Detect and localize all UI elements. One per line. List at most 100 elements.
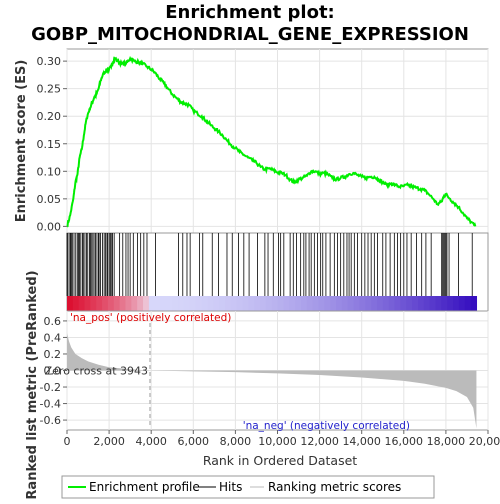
heat-strip-segment (265, 296, 273, 311)
negative-correlation-label: 'na_neg' (negatively correlated) (243, 420, 410, 432)
heat-strip-segment (143, 296, 150, 311)
heat-strip-segment (154, 296, 162, 311)
heat-strip-segment (435, 296, 442, 311)
enrichment-profile-line (66, 55, 477, 228)
heat-strip-segment (224, 296, 232, 311)
legend-item-hits: Hits (219, 480, 242, 494)
heat-strip-segment (365, 296, 372, 311)
heat-strip-segment (242, 296, 249, 311)
heat-strip-segment (283, 296, 290, 311)
es-y-tick-label: 0.30 (37, 55, 62, 68)
heat-strip-segment (84, 296, 91, 311)
heat-strip-segment (447, 296, 454, 311)
heat-strip-segment (324, 296, 331, 311)
heat-strip-segment (219, 296, 226, 311)
heat-strip-segment (312, 296, 320, 311)
x-tick-label: 14,000 (342, 435, 381, 448)
x-axis-label: Rank in Ordered Dataset (203, 453, 357, 468)
es-y-tick-label: 0.15 (37, 138, 62, 151)
heat-strip-segment (470, 296, 478, 311)
metric-y-tick-label: 0.6 (44, 315, 62, 328)
legend: Enrichment profile Hits Ranking metric s… (61, 475, 435, 499)
heat-strip-segment (330, 296, 337, 311)
heat-strip-segment (289, 296, 296, 311)
heat-strip-segment (441, 296, 448, 311)
heat-strip-segment (201, 296, 208, 311)
heat-strip-segment (376, 296, 384, 311)
es-y-tick-label: 0.20 (37, 110, 62, 123)
heat-strip-segment (72, 296, 80, 311)
x-tick-label: 0 (64, 435, 71, 448)
hits-panel (66, 232, 489, 312)
metric-y-tick-label: 0.0 (44, 365, 62, 378)
metric-y-axis-label: Ranked list metric (PreRanked) (25, 270, 40, 499)
heat-strip-segment (236, 296, 244, 311)
heat-strip-segment (359, 296, 366, 311)
heat-strip-segment (113, 296, 121, 311)
x-tick-label: 18,000 (427, 435, 466, 448)
heat-strip-segment (388, 296, 396, 311)
heat-strip-segment (195, 296, 203, 311)
heat-strip-segment (148, 296, 156, 311)
metric-y-tick-label: -0.2 (40, 381, 61, 394)
heat-strip-segment (394, 296, 401, 311)
heat-strip-segment (166, 296, 173, 311)
legend-item-enrichment-profile: Enrichment profile (89, 480, 200, 494)
heat-strip-segment (125, 296, 132, 311)
heat-strip-segment (248, 296, 255, 311)
legend-item-ranking-metric: Ranking metric scores (268, 480, 401, 494)
heat-strip-segment (318, 296, 325, 311)
heat-strip-segment (464, 296, 472, 311)
heat-strip-segment (107, 296, 115, 311)
heat-strip-segment (131, 296, 138, 311)
x-tick-label: 4,000 (135, 435, 167, 448)
heat-strip-segment (189, 296, 197, 311)
metric-y-tick-label: -0.4 (40, 398, 61, 411)
heat-strip-segment (119, 296, 127, 311)
heat-strip-segment (78, 296, 86, 311)
chart-title-line1: Enrichment plot: (165, 2, 335, 23)
metric-y-tick-label: 0.2 (44, 348, 62, 361)
heat-strip-segment (260, 296, 267, 311)
es-y-axis-label: Enrichment score (ES) (14, 60, 29, 223)
heat-strip-segment (213, 296, 220, 311)
heat-strip-segment (353, 296, 361, 311)
heat-strip-segment (458, 296, 466, 311)
x-tick-label: 20,000 (469, 435, 500, 448)
es-y-tick-label: 0.05 (37, 193, 62, 206)
heat-strip-segment (178, 296, 185, 311)
heat-strip-segment (306, 296, 314, 311)
es-y-tick-label: 0.25 (37, 83, 62, 96)
heat-strip-segment (90, 296, 97, 311)
heat-strip-segment (67, 296, 74, 311)
heat-strip-segment (183, 296, 191, 311)
x-tick-label: 6,000 (178, 435, 210, 448)
heat-strip-segment (137, 296, 144, 311)
heat-strip-segment (230, 296, 238, 311)
x-tick-label: 16,000 (385, 435, 424, 448)
es-y-tick-label: 0.10 (37, 165, 62, 178)
heat-strip-segment (347, 296, 355, 311)
heat-strip-segment (336, 296, 343, 311)
heat-strip-segment (423, 296, 431, 311)
metric-y-tick-label: -0.6 (40, 414, 61, 427)
metric-y-tick-label: 0.4 (44, 331, 62, 344)
heat-strip-segment (172, 296, 179, 311)
heat-strip-segment (300, 296, 308, 311)
metric-panel: Zero cross at 3943 'na_pos' (positively … (25, 270, 500, 499)
heat-strip-segment (406, 296, 413, 311)
heat-strip-segment (417, 296, 425, 311)
heat-strip-segment (160, 296, 168, 311)
heat-strip-segment (271, 296, 279, 311)
heat-strip-segment (96, 296, 103, 311)
heat-strip-segment (254, 296, 261, 311)
heat-strip-segment (382, 296, 390, 311)
heat-strip-segment (102, 296, 109, 311)
x-tick-label: 10,000 (258, 435, 297, 448)
heat-strip-segment (277, 296, 285, 311)
x-tick-label: 12,000 (300, 435, 339, 448)
heat-strip-segment (412, 296, 419, 311)
heat-strip-segment (295, 296, 302, 311)
